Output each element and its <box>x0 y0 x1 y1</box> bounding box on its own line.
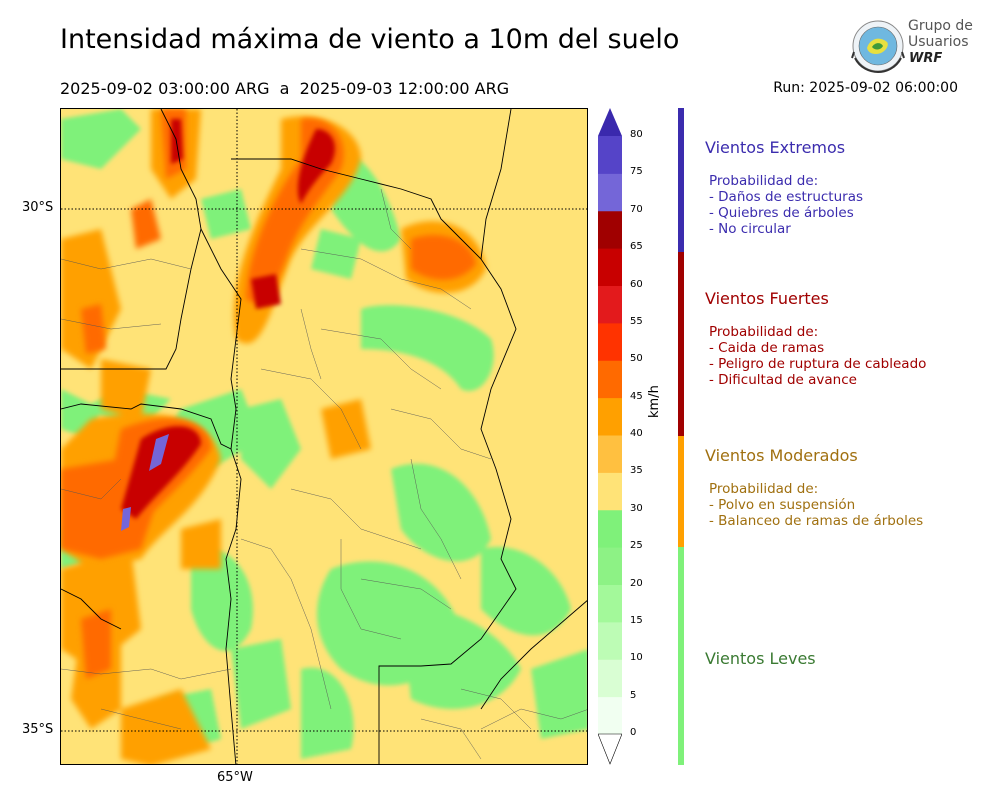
colorbar-extend-high <box>598 108 622 136</box>
colorbar-tick-label: 75 <box>630 166 643 178</box>
colorbar-tick-label: 65 <box>630 241 643 253</box>
colorbar-segment <box>598 285 622 324</box>
colorbar-tick-label: 0 <box>630 727 637 738</box>
run-time: Run: 2025-09-02 06:00:00 <box>773 80 958 96</box>
colorbar-tick-label: 55 <box>630 315 643 327</box>
colorbar-segment <box>598 584 622 623</box>
colorbar-segment <box>598 397 622 436</box>
logo-text-3: WRF <box>909 51 943 66</box>
category-bar-moderate <box>678 436 684 547</box>
colorbar-tick-label: 10 <box>630 652 643 664</box>
colorbar-tick-label: 60 <box>630 278 643 290</box>
wind-field-svg <box>61 109 587 764</box>
category-name: Vientos Leves <box>705 649 816 668</box>
colorbar-segment <box>598 696 622 735</box>
colorbar-tick-label: 50 <box>630 353 643 365</box>
category-bar-extreme <box>678 108 684 252</box>
logo-text-1: Grupo de <box>908 18 973 34</box>
colorbar-tick-label: 70 <box>630 203 643 215</box>
lat-label-35s: 35°S <box>22 722 54 737</box>
extreme-wind-areas <box>121 434 169 531</box>
graticule <box>61 109 587 764</box>
colorbar-tick-label: 40 <box>630 428 643 439</box>
category-name: Vientos Extremos <box>705 138 846 157</box>
forecast-period: 2025-09-02 03:00:00 ARG a 2025-09-03 12:… <box>60 79 510 98</box>
colorbar-extend-low <box>598 733 622 765</box>
category-bar-strong <box>678 252 684 436</box>
colorbar-tick-label: 5 <box>630 689 637 701</box>
colorbar-tick-label: 35 <box>630 465 643 477</box>
colorbar-tick-label: 20 <box>630 577 643 589</box>
wrf-seal-icon <box>851 20 905 74</box>
category-moderate: Vientos Moderados Probabilidad de: - Pol… <box>705 446 923 529</box>
colorbar-tick-label: 25 <box>630 540 643 552</box>
lat-label-30s: 30°S <box>22 200 54 215</box>
colorbar-segment <box>598 360 622 399</box>
colorbar-segment <box>598 509 622 548</box>
colorbar-unit: km/h <box>647 385 662 418</box>
category-light: Vientos Leves <box>705 649 816 668</box>
colorbar-segment <box>598 210 622 249</box>
colorbar-segment <box>598 435 622 473</box>
category-description: Probabilidad de: - Daños de estructuras … <box>709 173 864 237</box>
colorbar-tick-label: 15 <box>630 614 643 626</box>
colorbar-tick-label: 80 <box>630 129 643 140</box>
colorbar-segment <box>598 547 622 585</box>
colorbar-segment <box>598 322 622 361</box>
very-strong-wind-areas <box>121 119 336 519</box>
lon-label-65w: 65°W <box>217 770 253 785</box>
wind-colorbar <box>598 108 622 765</box>
colorbar-tick-label: 30 <box>630 502 643 514</box>
category-name: Vientos Moderados <box>705 446 858 465</box>
category-description: Probabilidad de: - Polvo en suspensión -… <box>709 481 924 529</box>
wind-map <box>60 108 588 765</box>
colorbar-tick-label: 45 <box>630 390 643 402</box>
page-title: Intensidad máxima de viento a 10m del su… <box>60 24 680 55</box>
wrf-logo: Grupo de Usuarios WRF <box>848 16 973 74</box>
country-borders <box>61 109 587 764</box>
colorbar-segment <box>598 136 622 174</box>
colorbar-segment <box>598 621 622 660</box>
category-bar <box>678 108 684 765</box>
colorbar-segment <box>598 472 622 511</box>
category-strong: Vientos Fuertes Probabilidad de: - Caida… <box>705 289 926 388</box>
category-description: Probabilidad de: - Caida de ramas - Peli… <box>709 324 927 388</box>
colorbar-segment <box>598 248 622 286</box>
colorbar-segment <box>598 659 622 698</box>
category-extreme: Vientos Extremos Probabilidad de: - Daño… <box>705 138 863 237</box>
department-borders <box>61 188 587 760</box>
colorbar-segment <box>598 173 622 212</box>
category-bar-light <box>678 547 684 765</box>
category-name: Vientos Fuertes <box>705 289 829 308</box>
logo-text-2: Usuarios <box>908 34 969 50</box>
